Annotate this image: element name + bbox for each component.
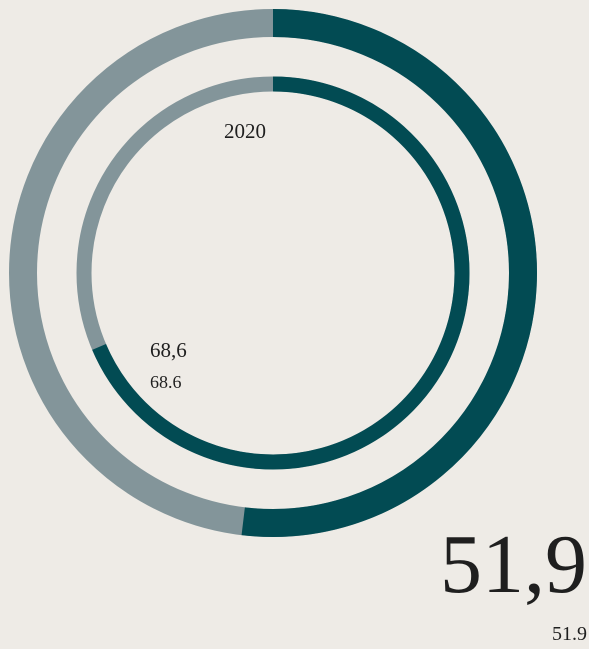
ring-arc xyxy=(92,76,470,470)
value-label: 51,9 xyxy=(440,518,587,611)
ring-arc xyxy=(241,9,537,537)
value: 68.6 xyxy=(150,372,182,392)
value-label: 68,6 xyxy=(150,338,187,362)
ring-label: 2020 xyxy=(224,119,266,143)
value: 51.9 xyxy=(552,623,587,645)
